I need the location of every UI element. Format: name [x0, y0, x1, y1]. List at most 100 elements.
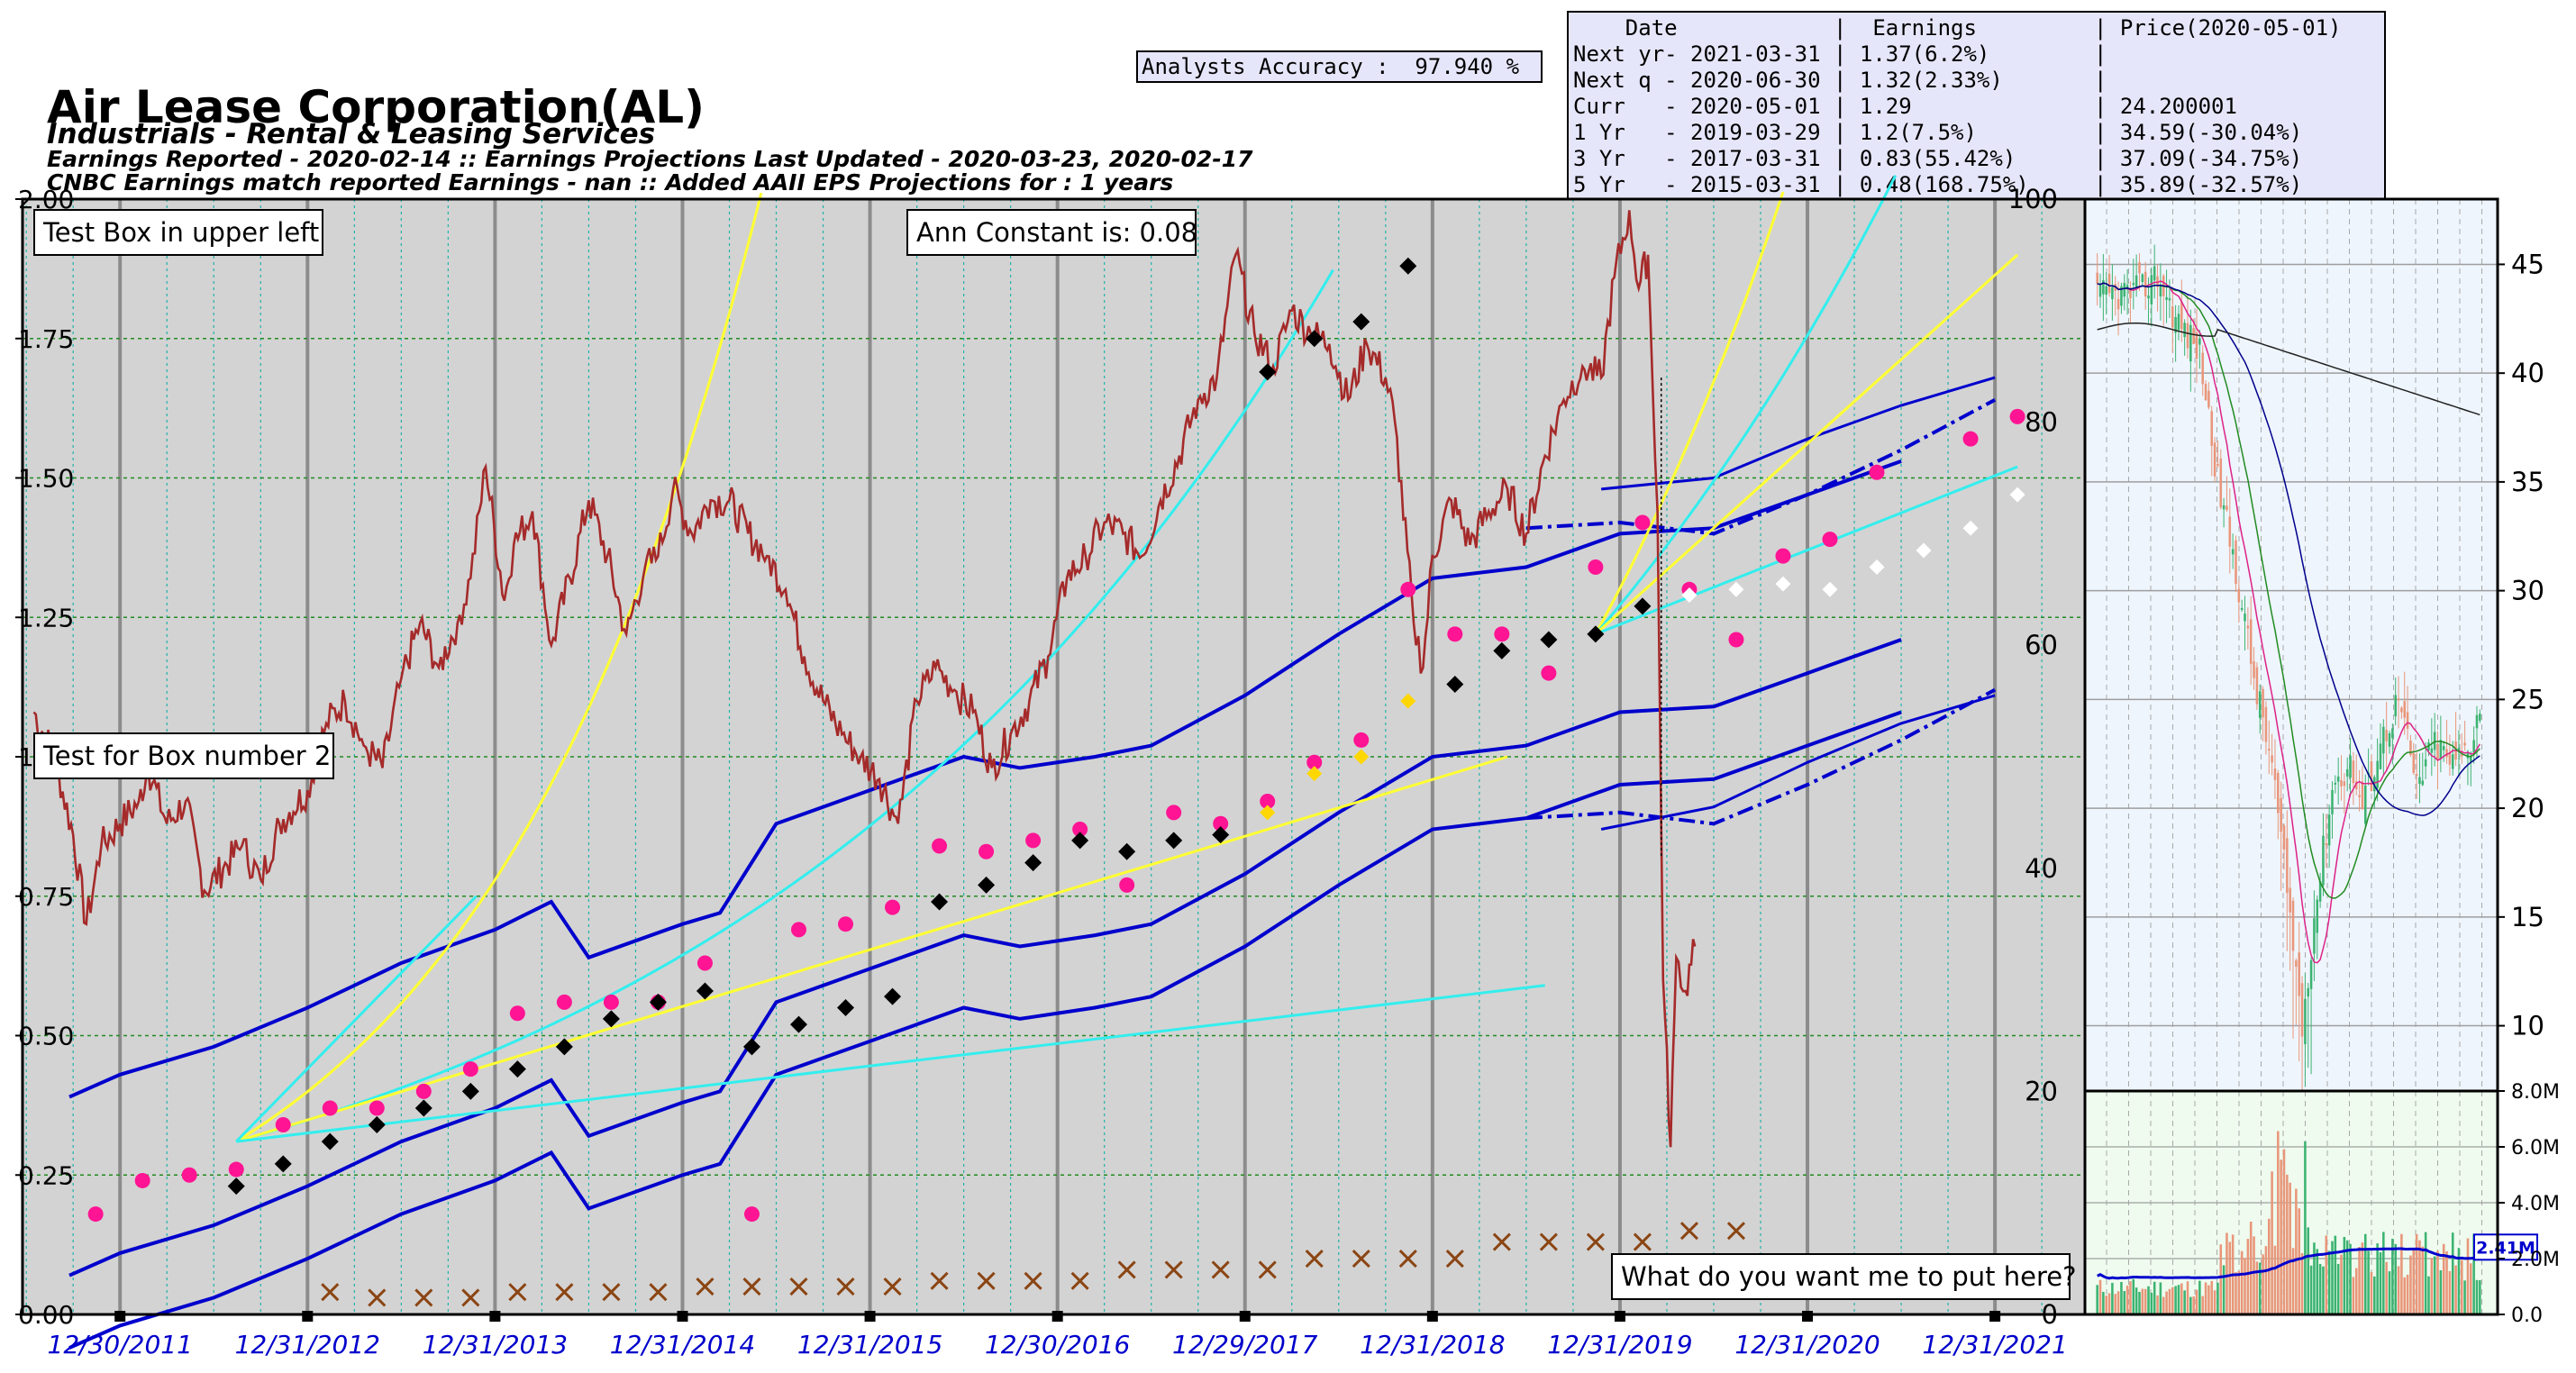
candle-body [2180, 301, 2183, 330]
eps-actual-point [509, 1005, 525, 1022]
candle-body [2463, 742, 2466, 746]
candle-body [2336, 776, 2340, 782]
candle-body [2159, 284, 2162, 297]
volume-bar [2240, 1250, 2244, 1314]
candle-body [2349, 755, 2352, 778]
growth-curve-cyan-2 [1594, 175, 1898, 635]
x-tick-label: 12/29/2017 [1172, 1330, 1318, 1359]
candle-body [2448, 751, 2452, 765]
dividend-point [1305, 1250, 1324, 1268]
dividend-point [1024, 1271, 1042, 1290]
volume-bar [2470, 1263, 2472, 1314]
summary-row: Next yr- 2021-03-31 | 1.37(6.2%) | [1573, 41, 2107, 67]
eps-actual-point [790, 922, 806, 938]
eps-gold-point [1353, 749, 1370, 765]
volume-bar [2159, 1282, 2162, 1314]
box-number-2: Test for Box number 2 [33, 732, 334, 779]
candle-body [2406, 712, 2409, 729]
volume-bar [2123, 1291, 2126, 1314]
volume-bar [2415, 1233, 2418, 1314]
candle-body [2436, 743, 2439, 760]
candle-body [2264, 706, 2268, 742]
channel-projection-bottom [1600, 694, 1996, 831]
candle-body [2267, 749, 2271, 751]
volume-bar [2177, 1285, 2180, 1314]
candle-body [2361, 781, 2364, 810]
candle-y-tick-label: 15 [2511, 902, 2544, 932]
volume-bar [2244, 1258, 2246, 1314]
x-tick-marker [864, 1311, 876, 1322]
volume-bar [2376, 1243, 2379, 1314]
volume-bar [2421, 1246, 2425, 1314]
candle-body [2231, 549, 2235, 555]
volume-y-tick-label: 4.0M [2511, 1193, 2560, 1215]
dividend-point [555, 1283, 574, 1302]
volume-bar [2156, 1295, 2159, 1314]
candle-body [2470, 757, 2472, 762]
volume-bar [2262, 1254, 2264, 1314]
volume-y-tick-label: 2.0M [2511, 1249, 2560, 1271]
volume-bar [2249, 1222, 2253, 1314]
candle-body [2307, 987, 2310, 997]
eps-estimate-point [602, 1010, 620, 1028]
eps-estimate-point [368, 1116, 386, 1134]
y-right-tick-label: 60 [2025, 630, 2058, 660]
trend-line-cyan-2 [1595, 465, 2018, 636]
y-left-tick-label: 0.25 [18, 1160, 74, 1190]
x-tick-label: 12/31/2013 [423, 1330, 568, 1359]
eps-estimate-point [1306, 330, 1324, 348]
candle-body [2150, 275, 2153, 305]
eps-estimate-point [1259, 363, 1277, 381]
candle-y-tick-label: 40 [2511, 358, 2544, 388]
volume-bar [2098, 1279, 2102, 1314]
volume-bar [2135, 1287, 2138, 1314]
candle-body [2313, 918, 2316, 954]
channel-lower-line [68, 710, 1902, 1350]
x-tick-label: 12/31/2015 [797, 1330, 942, 1359]
dividend-point [368, 1288, 387, 1307]
eps-actual-point [1869, 464, 1885, 480]
volume-bar [2409, 1255, 2412, 1314]
x-tick-marker [1614, 1311, 1625, 1322]
volume-bar [2457, 1248, 2461, 1314]
volume-bar [2282, 1149, 2286, 1314]
x-tick-marker [1802, 1311, 1814, 1322]
volume-y-tick-label: 6.0M [2511, 1137, 2560, 1159]
volume-bar [2327, 1250, 2331, 1314]
eps-actual-point [1588, 559, 1604, 576]
volume-bar [2153, 1281, 2156, 1314]
eps-projection-point [1775, 576, 1791, 592]
x-tick-label: 12/30/2011 [48, 1330, 193, 1359]
volume-bar [2273, 1245, 2277, 1314]
volume-bar [2186, 1281, 2189, 1314]
volume-bar [2141, 1288, 2144, 1314]
moving-average-50 [2097, 282, 2480, 816]
candle-body [2400, 707, 2403, 713]
candle-body [2415, 774, 2418, 777]
x-tick-label: 12/30/2016 [985, 1330, 1130, 1359]
volume-bar [2370, 1271, 2373, 1314]
x-tick-label: 12/31/2020 [1734, 1330, 1880, 1359]
eps-actual-point [228, 1161, 244, 1178]
candle-body [2385, 730, 2388, 741]
candle-body [2201, 352, 2204, 385]
dividend-point [1258, 1260, 1277, 1279]
candle-body [2379, 743, 2382, 769]
candle-body [2403, 701, 2407, 718]
volume-bar [2138, 1291, 2141, 1314]
volume-y-tick-label: 0.0 [2511, 1305, 2543, 1327]
volume-bar [2280, 1159, 2282, 1314]
box-number-2-text: Test for Box number 2 [42, 741, 331, 771]
channel-projection-upper [1525, 398, 1997, 536]
candle-body [2156, 276, 2159, 287]
candle-body [2479, 714, 2481, 721]
volume-bar [2204, 1282, 2207, 1314]
volume-bar [2116, 1291, 2120, 1314]
eps-gold-point [1260, 805, 1276, 821]
candle-body [2102, 279, 2105, 295]
candle-body [2397, 698, 2400, 701]
candle-body [2244, 613, 2246, 622]
volume-bar [2114, 1294, 2117, 1314]
volume-bar [2144, 1288, 2147, 1314]
volume-bar [2358, 1246, 2361, 1314]
